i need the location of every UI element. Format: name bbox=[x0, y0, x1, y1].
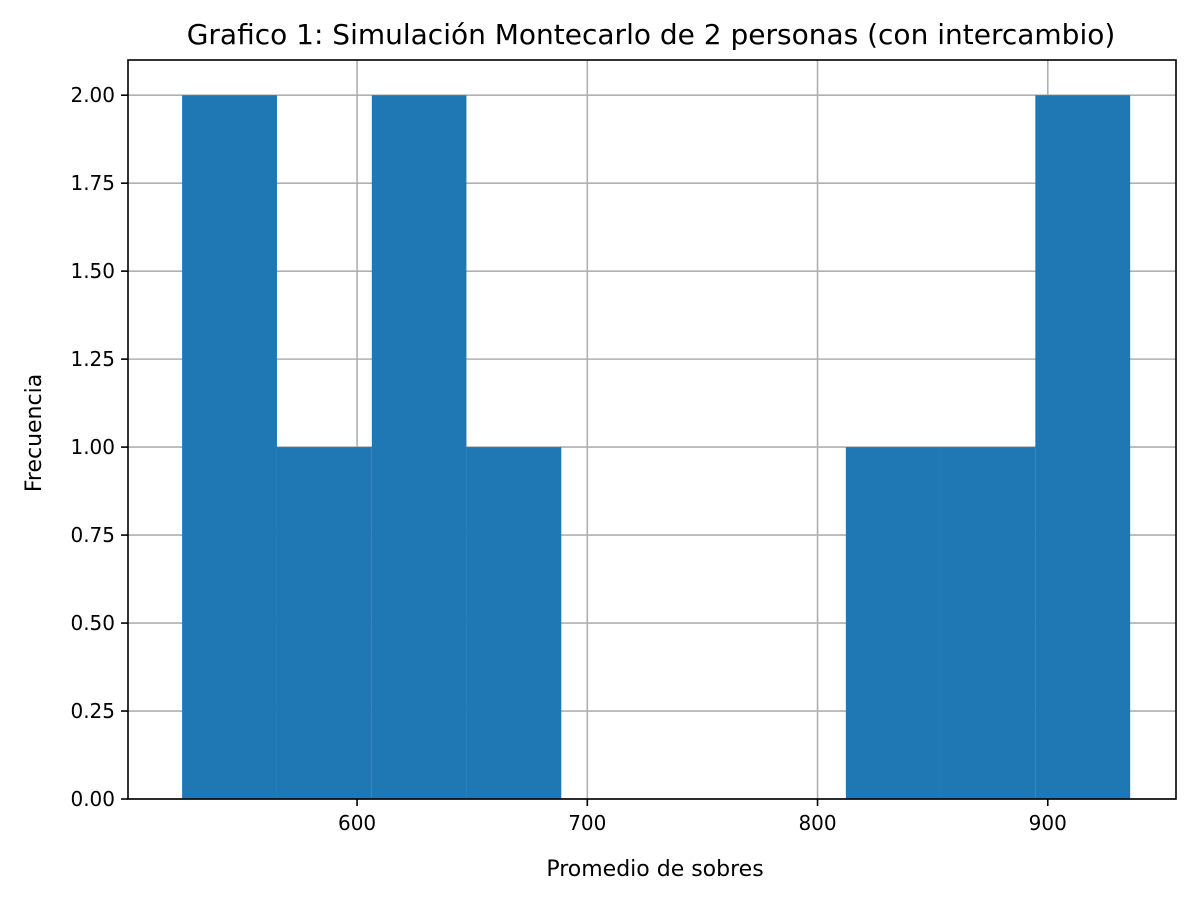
plot-frame bbox=[127, 59, 1177, 800]
y-tick-label: 0.00 bbox=[70, 787, 115, 811]
histogram-bar bbox=[940, 447, 1036, 799]
y-axis-ticks: 0.00 0.25 0.50 0.75 1.00 1.25 1.50 1.75 2.00 bbox=[70, 83, 128, 811]
y-tick-label: 1.25 bbox=[70, 347, 115, 371]
y-tick-label: 0.50 bbox=[70, 611, 115, 635]
x-tick-label: 600 bbox=[338, 811, 376, 835]
chart-title: Grafico 1: Simulación Montecarlo de 2 pe… bbox=[187, 18, 1116, 51]
histogram-bar bbox=[845, 447, 941, 799]
y-tick-label: 1.50 bbox=[70, 259, 115, 283]
y-tick-label: 2.00 bbox=[70, 83, 115, 107]
x-tick-label: 700 bbox=[568, 811, 606, 835]
x-axis-label: Promedio de sobres bbox=[546, 857, 763, 882]
x-tick-label: 800 bbox=[798, 811, 836, 835]
histogram-bar bbox=[371, 95, 467, 799]
y-tick-label: 0.25 bbox=[70, 699, 115, 723]
x-axis-ticks: 600 700 800 900 bbox=[338, 799, 1067, 835]
histogram-bar bbox=[182, 95, 277, 799]
histogram-bar bbox=[1035, 95, 1131, 799]
y-tick-label: 1.75 bbox=[70, 171, 115, 195]
histogram-bar bbox=[466, 447, 562, 799]
histogram-bar bbox=[276, 447, 372, 799]
histogram-bars bbox=[182, 95, 1131, 799]
y-tick-label: 0.75 bbox=[70, 523, 115, 547]
y-tick-label: 1.00 bbox=[70, 435, 115, 459]
x-tick-label: 900 bbox=[1029, 811, 1067, 835]
y-axis-label: Frecuencia bbox=[22, 374, 47, 492]
